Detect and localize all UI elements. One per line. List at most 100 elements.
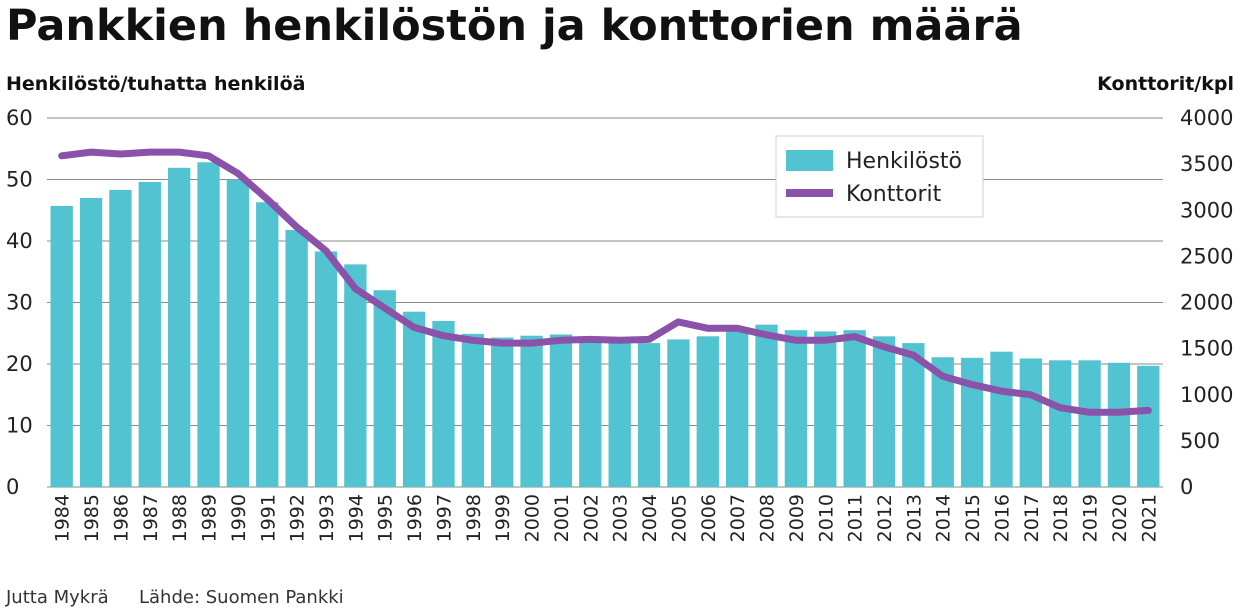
- right-axis-ticks: 0 500 1000 1500 2000 2500 3000 3500 4000: [1180, 106, 1233, 499]
- bar-2015: [960, 357, 984, 487]
- right-tick-label: 2000: [1180, 291, 1233, 315]
- x-tick-label: 2014: [933, 494, 955, 542]
- right-tick-label: 4000: [1180, 106, 1233, 130]
- bar-1999: [491, 337, 514, 487]
- bar-2017: [1019, 358, 1043, 487]
- x-tick-label: 2009: [786, 494, 808, 542]
- x-tick-label: 2020: [1109, 494, 1131, 542]
- bar-1994: [344, 264, 367, 487]
- x-tick-label: 1986: [110, 494, 132, 542]
- bar-1992: [285, 229, 308, 487]
- x-tick-label: 2002: [580, 494, 602, 542]
- bar-2016: [990, 351, 1013, 487]
- x-tick-label: 1988: [169, 494, 191, 542]
- bar-2007: [725, 330, 749, 487]
- left-tick-label: 60: [6, 106, 33, 130]
- x-tick-label: 1990: [228, 494, 250, 542]
- x-tick-label: 2013: [903, 494, 925, 542]
- x-tick-label: 2007: [727, 494, 749, 542]
- bar-1986: [109, 189, 132, 487]
- right-tick-label: 2500: [1180, 244, 1233, 268]
- x-tick-label: 1989: [199, 494, 221, 542]
- x-tick-label: 2000: [522, 494, 544, 542]
- bar-1996: [402, 311, 426, 487]
- x-tick-label: 2008: [757, 494, 779, 542]
- bar-2011: [843, 330, 866, 487]
- x-tick-label: 2018: [1050, 494, 1072, 542]
- x-tick-label: 2015: [962, 494, 984, 542]
- x-tick-label: 2001: [551, 494, 573, 542]
- bar-1989: [197, 162, 220, 487]
- x-tick-label: 1993: [316, 494, 338, 542]
- bar-2020: [1107, 362, 1131, 487]
- bar-2014: [931, 357, 954, 487]
- bar-1997: [432, 320, 455, 487]
- x-tick-label: 2003: [610, 494, 632, 542]
- bar-2019: [1078, 360, 1101, 487]
- bar-2009: [784, 330, 808, 487]
- bar-1987: [138, 181, 161, 487]
- chart-title: Pankkien henkilöstön ja konttorien määrä: [6, 1, 1023, 51]
- bar-2000: [520, 335, 543, 487]
- left-tick-label: 30: [6, 291, 33, 315]
- x-tick-label: 1995: [375, 494, 397, 542]
- bar-1985: [79, 197, 103, 487]
- x-tick-label: 2017: [1021, 494, 1043, 542]
- left-tick-label: 20: [6, 352, 33, 376]
- legend-label-konttorit: Konttorit: [846, 182, 942, 207]
- bar-2003: [608, 340, 631, 487]
- bar-2010: [814, 331, 837, 487]
- legend-label-henkilosto: Henkilöstö: [846, 149, 962, 174]
- x-tick-label: 1991: [257, 494, 279, 542]
- left-axis-ticks: 0 10 20 30 40 50 60: [6, 106, 33, 499]
- footer-author: Jutta Mykrä: [5, 587, 109, 608]
- left-axis-title: Henkilöstö/tuhatta henkilöä: [6, 73, 305, 95]
- legend: Henkilöstö Konttorit: [775, 135, 984, 218]
- legend-swatch-henkilosto: [786, 150, 833, 171]
- x-tick-label: 1998: [463, 494, 485, 542]
- x-tick-label: 1992: [287, 494, 309, 542]
- bar-1998: [461, 333, 485, 487]
- left-tick-label: 40: [6, 229, 33, 253]
- left-tick-label: 10: [6, 414, 33, 438]
- left-tick-label: 50: [6, 168, 33, 192]
- bar-2018: [1049, 360, 1072, 487]
- x-tick-label: 2004: [639, 494, 661, 542]
- bar-1990: [226, 179, 250, 487]
- right-tick-label: 1000: [1180, 383, 1233, 407]
- bar-1995: [373, 290, 396, 487]
- bar-2001: [549, 334, 573, 487]
- x-tick-label: 1994: [345, 494, 367, 542]
- right-tick-label: 3000: [1180, 198, 1233, 222]
- right-tick-label: 0: [1180, 475, 1193, 499]
- x-tick-label: 2006: [698, 494, 720, 542]
- x-tick-label: 1999: [492, 494, 514, 542]
- bar-2006: [696, 336, 719, 487]
- bar-2008: [755, 324, 778, 487]
- right-tick-label: 1500: [1180, 337, 1233, 361]
- line-konttorit: [58, 148, 1152, 416]
- footer-source: Lähde: Suomen Pankki: [139, 587, 344, 608]
- x-tick-label: 2010: [815, 494, 837, 542]
- bars-henkilosto: [50, 162, 1160, 487]
- legend-box: [775, 135, 984, 218]
- bar-2013: [902, 343, 925, 487]
- bar-2004: [637, 343, 661, 487]
- right-tick-label: 3500: [1180, 152, 1233, 176]
- x-tick-label: 2012: [874, 494, 896, 542]
- x-tick-label: 1997: [433, 494, 455, 542]
- right-axis-title: Konttorit/kpl: [1097, 73, 1234, 95]
- bar-2021: [1137, 365, 1160, 487]
- x-tick-label: 1987: [140, 494, 162, 542]
- right-tick-label: 500: [1180, 429, 1220, 453]
- konttorit-line: [58, 148, 1152, 416]
- x-tick-label: 2011: [845, 494, 867, 542]
- x-tick-label: 2019: [1080, 494, 1102, 542]
- bar-1988: [167, 167, 191, 487]
- bar-1991: [256, 202, 279, 487]
- x-tick-label: 2021: [1138, 494, 1160, 542]
- x-tick-label: 1996: [404, 494, 426, 542]
- bar-2002: [579, 338, 602, 487]
- x-tick-label: 2016: [991, 494, 1013, 542]
